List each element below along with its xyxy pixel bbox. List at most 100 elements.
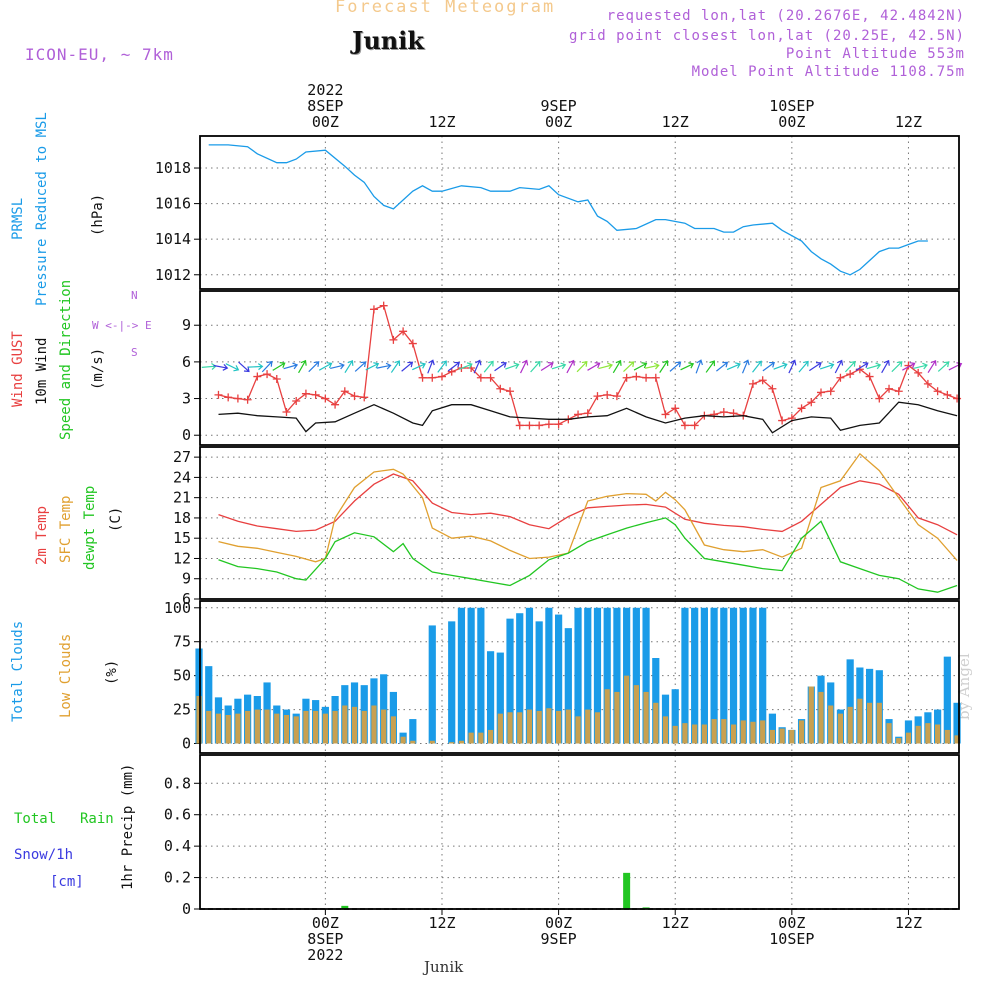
wind-direction-arrow — [633, 362, 648, 371]
total-clouds-bar — [700, 607, 708, 744]
location-name: Junik — [352, 26, 424, 55]
total-clouds-bar — [574, 607, 582, 744]
low-clouds-bar — [332, 710, 338, 744]
gust-marker — [263, 370, 272, 379]
gust-marker — [894, 387, 903, 396]
total-clouds-bar — [720, 607, 728, 744]
wind-direction-arrow — [891, 361, 903, 373]
top-time-label: 2022 — [307, 81, 343, 99]
gust-marker — [253, 372, 262, 381]
low-clouds-bar — [322, 713, 328, 744]
total-clouds-bar — [778, 727, 786, 744]
total-clouds-bar — [341, 685, 349, 744]
low-clouds-bar — [886, 723, 892, 744]
gust-marker — [331, 400, 340, 409]
wind-direction-arrow — [834, 359, 844, 374]
clouds-ytick-label: 75 — [173, 633, 191, 651]
wind-direction-arrow — [844, 360, 856, 373]
low-clouds-bar — [351, 706, 358, 744]
bot-time-label: 12Z — [895, 914, 922, 932]
legend-snow: Snow/1h — [14, 847, 74, 863]
dewpt-label: dewpt Temp — [82, 485, 98, 570]
wind-direction-arrow — [427, 359, 435, 374]
total-clouds-bar — [691, 607, 699, 744]
wind-direction-arrow — [726, 362, 741, 371]
gust-marker — [622, 373, 631, 382]
wind-label: 10m Wind — [34, 337, 50, 405]
wind-direction-arrow — [762, 361, 775, 372]
gust-marker — [447, 367, 456, 376]
gust-marker — [719, 408, 728, 416]
total-clouds-bar — [865, 668, 874, 744]
low-clouds-bar — [730, 724, 737, 744]
legend-snow-unit: [cm] — [50, 874, 84, 890]
low-clouds-bar — [478, 732, 484, 744]
gust-marker — [593, 392, 602, 401]
wind-direction-arrow — [308, 361, 320, 373]
wind-speed-dir-label: Speed and Direction — [58, 279, 74, 440]
t2m-label: 2m Temp — [34, 505, 50, 565]
low-clouds-bar — [624, 675, 630, 744]
low-clouds-bar — [517, 712, 523, 744]
low-clouds-bar — [789, 729, 795, 744]
gust-marker — [797, 404, 806, 413]
low-clouds-bar — [449, 742, 455, 744]
low-clouds-bar — [390, 716, 396, 744]
low-clouds-bar — [283, 715, 290, 744]
total-clouds-bar — [681, 607, 689, 744]
low-clouds-bar — [828, 705, 834, 744]
gust-marker — [340, 387, 349, 396]
pressure-ytick-label: 1018 — [155, 159, 191, 177]
total-clouds-bar — [632, 607, 640, 744]
wind-direction-arrow — [248, 363, 264, 371]
wind-direction-arrow — [551, 362, 567, 370]
temp-ytick-label: 6 — [182, 590, 191, 608]
gust-marker — [914, 368, 923, 377]
gust-marker — [379, 301, 388, 310]
wind-direction-arrow — [494, 361, 507, 372]
total-clouds-bar — [312, 700, 320, 744]
wind-direction-arrow — [447, 361, 461, 372]
wind-direction-arrow — [201, 363, 217, 370]
wind-ytick-label: 3 — [182, 390, 191, 408]
wind-direction-arrow — [401, 361, 414, 372]
gust-marker — [661, 410, 670, 419]
temp-ytick-label: 24 — [173, 468, 191, 486]
total-clouds-bar — [603, 607, 611, 744]
gust-marker — [389, 335, 398, 344]
low-clouds-bar — [293, 716, 299, 744]
low-clouds-bar — [633, 685, 639, 744]
gust-marker — [282, 408, 291, 416]
low-clouds-bar — [808, 686, 814, 744]
wind-direction-arrow — [612, 359, 622, 374]
wind-direction-arrow — [927, 360, 937, 374]
wind-direction-arrow — [866, 362, 882, 370]
wind-direction-arrow — [505, 362, 520, 370]
total-clouds-bar — [448, 621, 456, 744]
gust-marker — [360, 393, 369, 402]
meteogram-title: Forecast Meteogram — [335, 0, 556, 17]
wind-direction-arrow — [937, 361, 950, 372]
wind-direction-arrow — [354, 361, 367, 372]
bot-time-label: 00Z — [312, 914, 339, 932]
total-clouds-bar — [856, 667, 864, 744]
low-clouds-bar — [847, 706, 853, 744]
total-clouds-bar — [593, 607, 602, 744]
bot-time-label: 12Z — [662, 914, 689, 932]
temp-series-line — [218, 473, 958, 536]
wind-direction-arrow — [752, 360, 762, 373]
gust-marker — [574, 410, 583, 419]
temp-ytick-label: 15 — [173, 529, 191, 547]
compass-west-east: W <-|-> E — [92, 319, 152, 332]
low-clouds-bar — [905, 732, 912, 744]
gust-marker — [778, 416, 787, 425]
low-clouds-bar — [701, 724, 707, 744]
compass-south: S — [131, 346, 138, 359]
total-clouds-bar — [807, 686, 815, 744]
low-clouds-bar — [915, 725, 921, 744]
total-clouds-bar — [671, 689, 679, 744]
wind-direction-arrow — [566, 359, 575, 374]
wind-direction-arrow — [225, 363, 240, 372]
